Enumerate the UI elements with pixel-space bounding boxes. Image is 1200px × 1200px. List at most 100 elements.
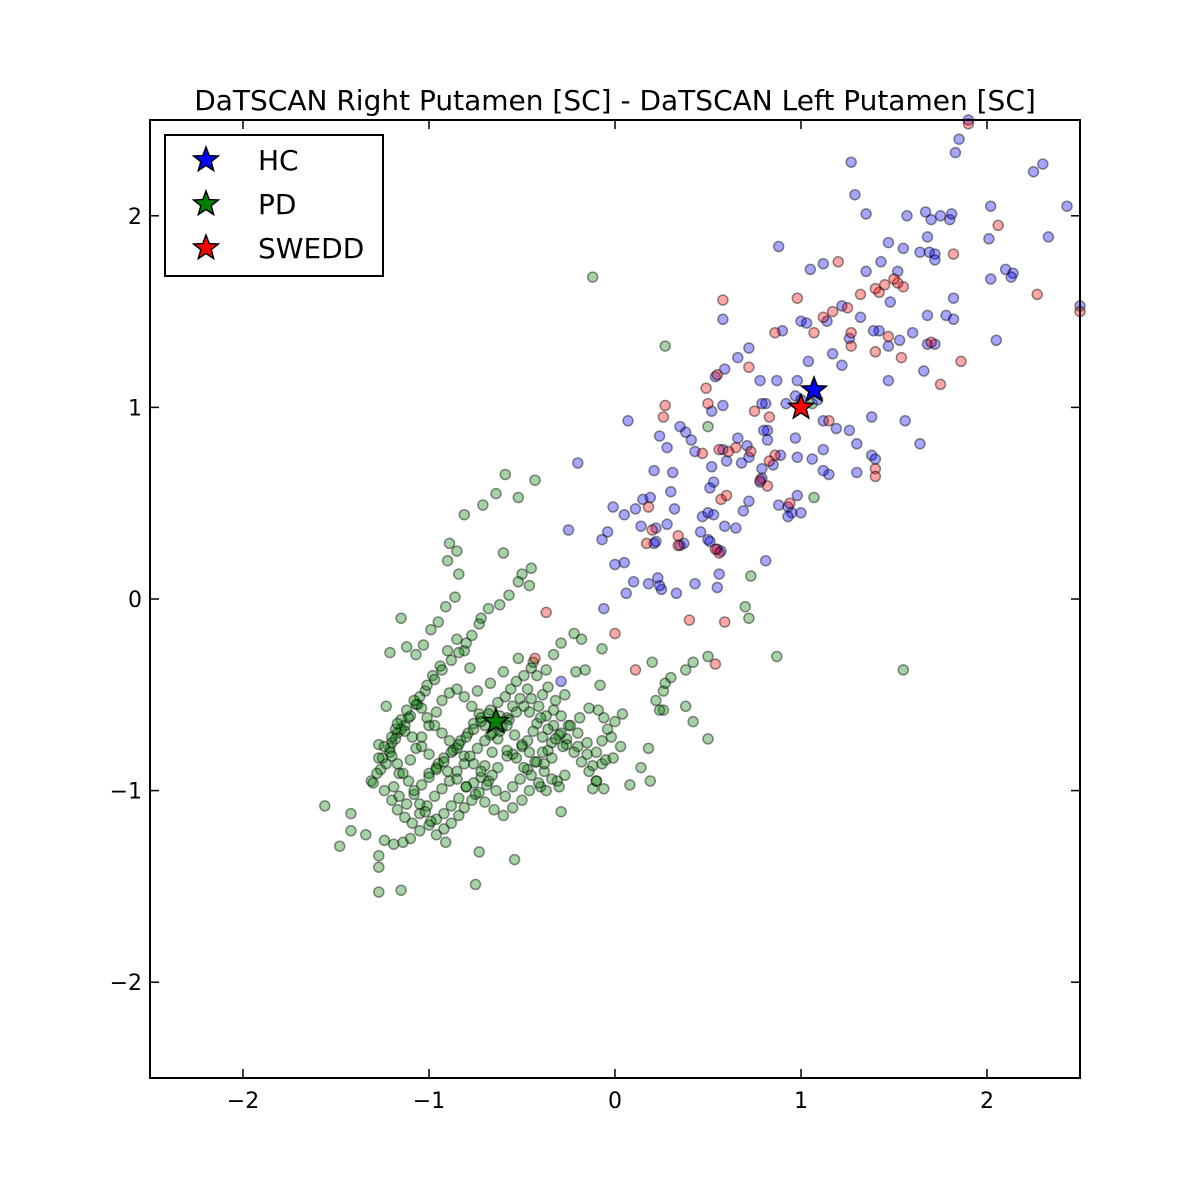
point-hc [715, 545, 727, 557]
point-pd [423, 748, 435, 760]
point-pd [373, 861, 385, 873]
point-pd [378, 784, 391, 797]
point-hc [718, 363, 731, 375]
point-pd [586, 759, 599, 772]
point-pd [473, 846, 485, 858]
point-pd [378, 834, 391, 847]
point-hc [921, 231, 934, 243]
point-hc [652, 572, 664, 584]
point-pd [447, 744, 459, 757]
point-pd [536, 689, 549, 701]
point-pd [510, 675, 523, 688]
point-pd [475, 771, 487, 783]
point-swedd [925, 336, 937, 349]
point-hc [944, 213, 956, 226]
point-hc [622, 415, 634, 427]
point-swedd [817, 311, 830, 324]
point-pd [451, 765, 463, 778]
point-pd [559, 689, 571, 701]
point-pd [380, 758, 392, 770]
point-hc [851, 438, 863, 450]
points-layer [319, 114, 1086, 898]
point-pd [467, 717, 480, 730]
point-pd [430, 761, 443, 774]
point-pd [551, 775, 564, 787]
point-hc [756, 397, 768, 410]
point-pd [529, 474, 541, 486]
point-pd [445, 654, 458, 667]
legend-label-hc: HC [258, 144, 299, 177]
point-hc [705, 461, 718, 473]
point-pd [559, 769, 571, 782]
point-swedd [529, 652, 541, 665]
point-swedd [713, 443, 725, 456]
point-pd [408, 788, 420, 801]
point-swedd [696, 447, 709, 460]
point-pd [614, 740, 627, 753]
point-pd [402, 775, 415, 787]
point-hc [929, 248, 941, 260]
point-pd [581, 736, 593, 749]
point-hc [791, 489, 804, 502]
point-hc [732, 351, 744, 364]
point-hc [694, 526, 707, 538]
point-pd [501, 750, 513, 762]
point-pd [400, 641, 413, 653]
point-pd [488, 804, 500, 816]
point-hc [1037, 158, 1049, 170]
point-pd [512, 576, 525, 588]
point-pd [425, 623, 437, 636]
point-pd [473, 708, 485, 720]
point-hc [789, 432, 802, 444]
point-pd [546, 736, 558, 749]
point-pd [426, 669, 439, 682]
point-pd [609, 715, 621, 728]
point-pd [590, 746, 603, 759]
point-pd [386, 736, 398, 749]
point-pd [451, 683, 463, 695]
point-pd [594, 679, 606, 691]
point-pd [560, 738, 573, 751]
point-pd [466, 629, 478, 642]
point-pd [386, 750, 398, 762]
point-pd [516, 568, 528, 580]
point-hc [702, 507, 714, 519]
point-hc [802, 355, 815, 368]
point-pd [501, 744, 513, 757]
point-pd [555, 727, 567, 739]
point-swedd [672, 539, 684, 552]
point-hc [945, 208, 958, 220]
point-pd [516, 794, 528, 806]
point-hc [650, 522, 662, 534]
point-pd [497, 666, 510, 678]
point-pd [518, 669, 530, 682]
point-hc [627, 576, 640, 588]
point-hc [1005, 271, 1017, 283]
x-tick-label: 2 [980, 1089, 994, 1114]
point-pd [395, 713, 407, 726]
point-hc [817, 443, 830, 456]
point-hc [800, 317, 813, 329]
point-pd [531, 756, 543, 768]
point-hc [914, 246, 926, 258]
point-swedd [895, 351, 908, 364]
point-hc [823, 468, 835, 481]
point-swedd [713, 547, 725, 559]
point-pd [659, 677, 671, 690]
point-hc [707, 508, 720, 521]
x-tick-label: −2 [227, 1089, 259, 1114]
point-pd [434, 660, 446, 672]
point-hc [661, 518, 673, 531]
point-pd [521, 763, 534, 776]
point-pd [432, 616, 445, 628]
legend-label-pd: PD [258, 188, 296, 221]
point-swedd [878, 279, 891, 291]
point-pd [492, 696, 504, 709]
point-pd [400, 798, 413, 810]
point-pd [387, 781, 400, 793]
point-hc [653, 430, 666, 442]
point-pd [399, 725, 411, 737]
point-pd [572, 727, 584, 739]
point-pd [679, 664, 692, 676]
point-hc [707, 476, 720, 488]
